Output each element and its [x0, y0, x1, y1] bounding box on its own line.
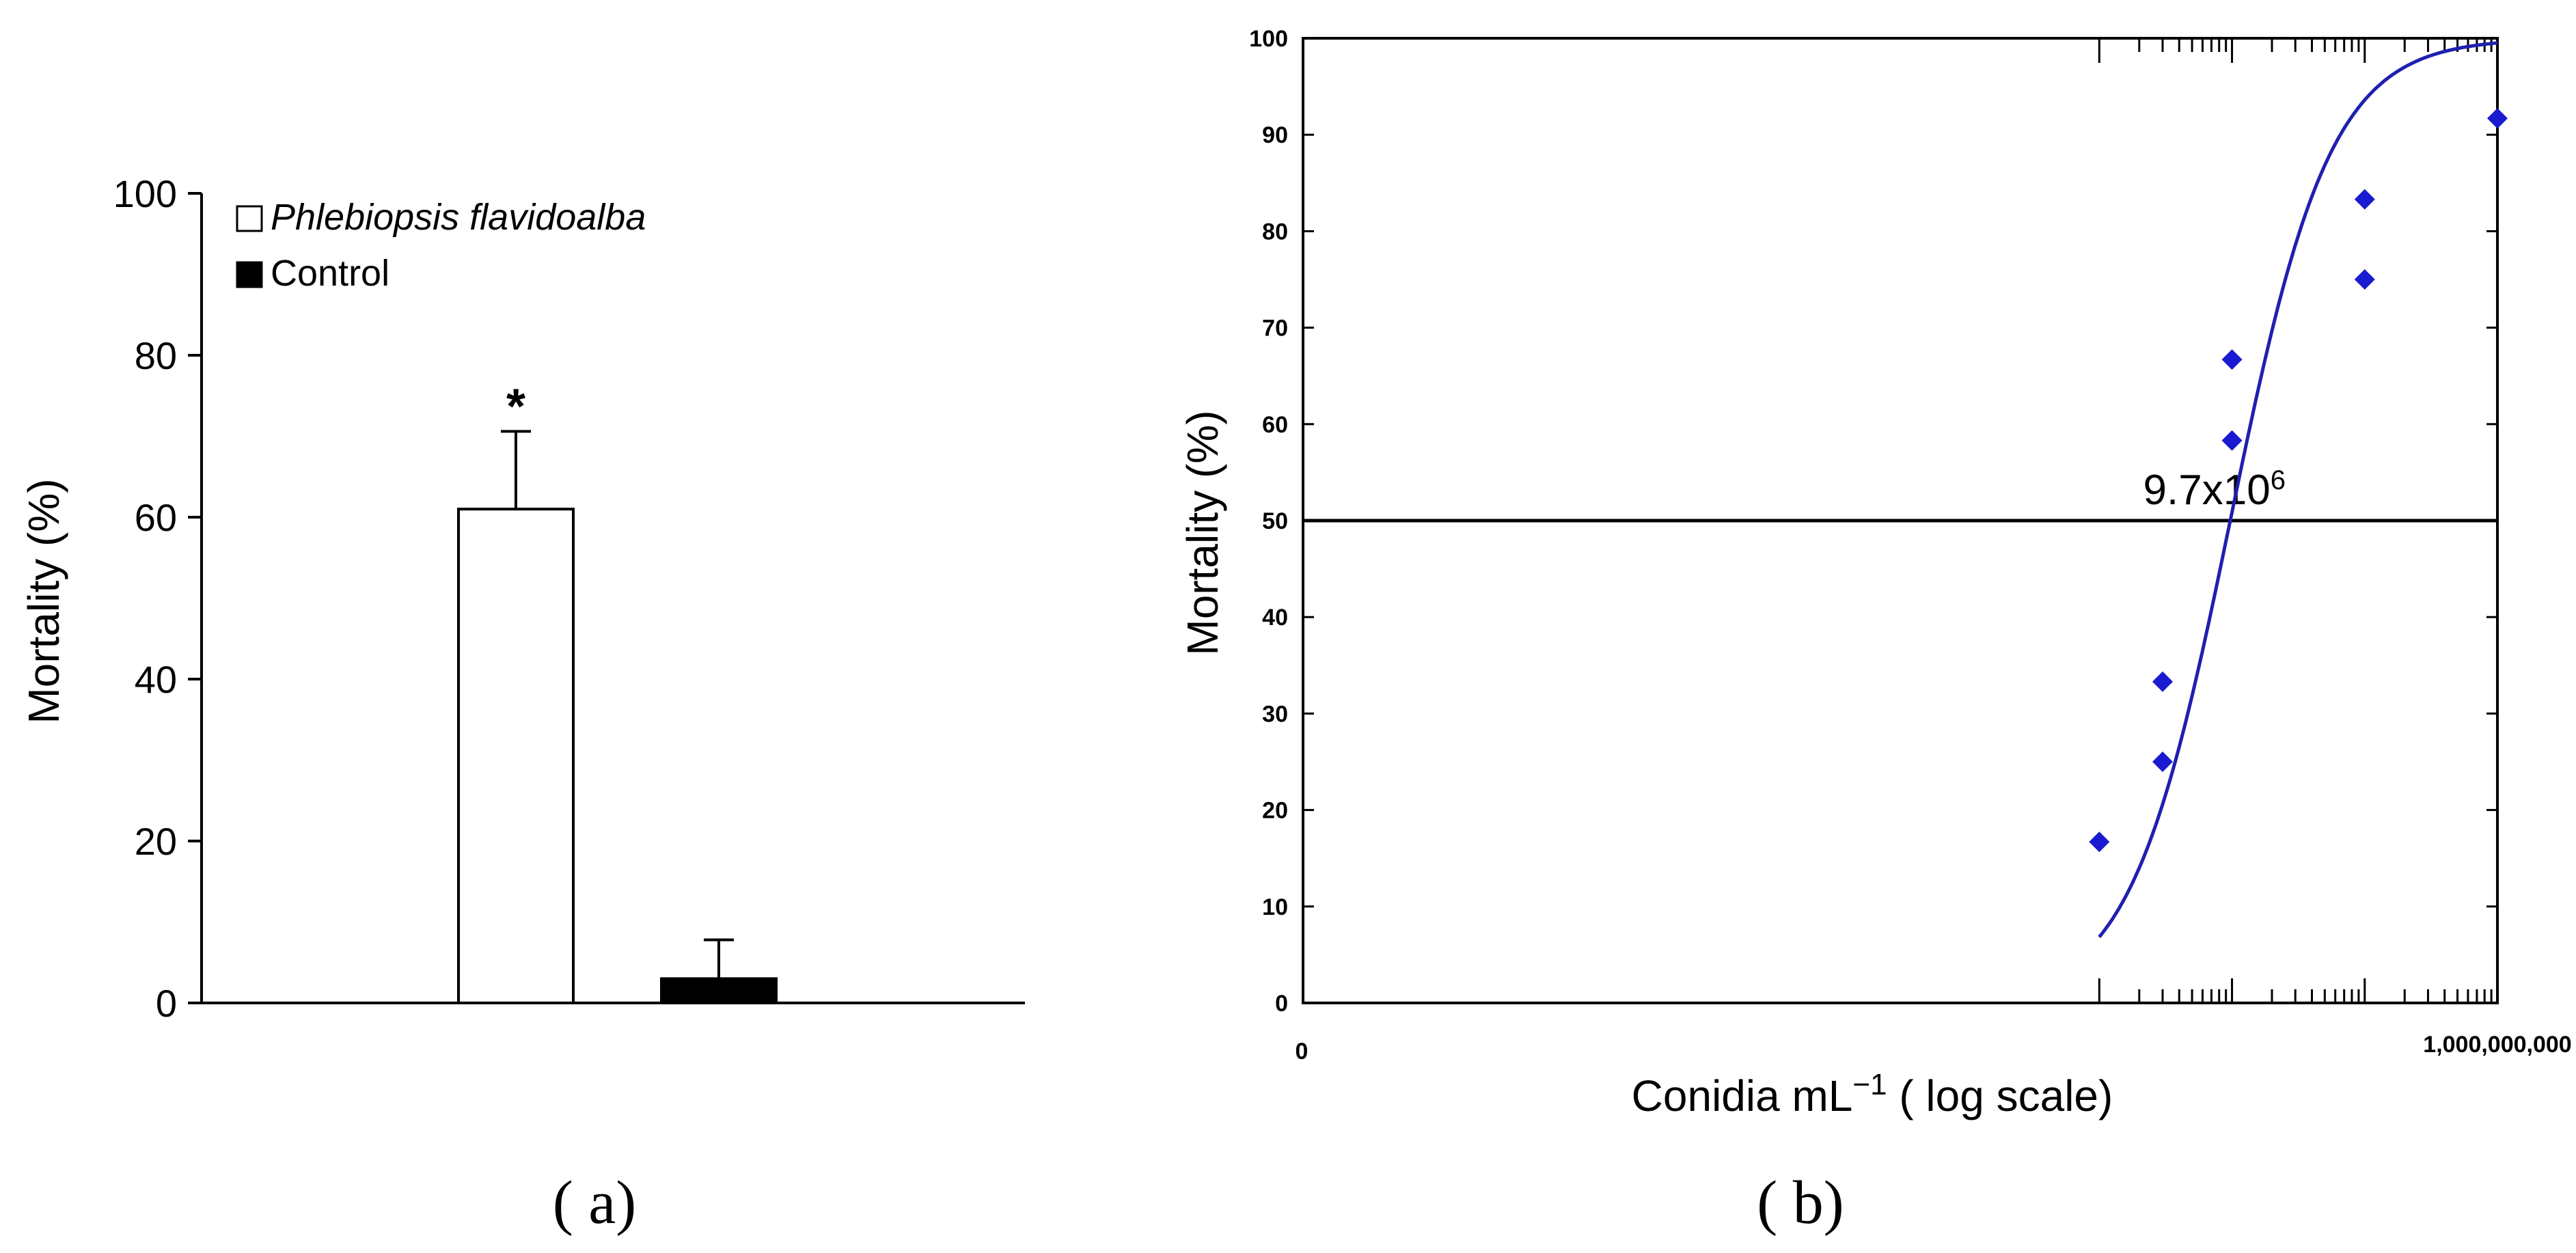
panel-b-ylabel: Mortality (%): [1178, 410, 1227, 655]
legend-label-phlebiopsis: Phlebiopsis flavidoalba: [271, 197, 646, 238]
scatter-chart-panel-b: Mortality (%) 0 10 20 30 40 50 60 70 80 90 100 9.7…: [1178, 26, 2572, 1237]
y-tick-label: 80: [135, 334, 177, 377]
y-tick-label: 70: [1262, 316, 1288, 342]
y-tick-label: 60: [1262, 412, 1288, 438]
fitted-curve: [2098, 41, 2498, 939]
y-tick-label: 90: [1262, 122, 1288, 148]
y-tick-label: 20: [1262, 798, 1288, 824]
data-point: [2221, 430, 2243, 451]
bar-phlebiopsis: [457, 508, 575, 1004]
x-tick-label-end: 1,000,000,000: [2423, 1032, 2571, 1058]
significance-asterisk: *: [506, 379, 525, 434]
y-tick-label: 10: [1262, 894, 1288, 920]
data-point: [2221, 349, 2243, 370]
data-point: [2152, 671, 2174, 692]
y-tick-label: 0: [156, 982, 177, 1025]
panel-b-label: ( b): [1757, 1169, 1844, 1237]
panel-a-legend: Phlebiopsis flavidoalba Control: [236, 197, 646, 294]
panel-a-label: ( a): [553, 1169, 636, 1237]
y-tick-label: 80: [1262, 219, 1288, 245]
panel-a-ylabel: Mortality (%): [19, 478, 68, 724]
bar-chart-panel-a: Mortality (%) 0 20 40 60 80 100 * Phlebiopsis…: [19, 172, 1025, 1237]
legend-label-control: Control: [271, 253, 389, 294]
y-tick-label: 20: [135, 820, 177, 863]
y-tick-label: 40: [1262, 605, 1288, 631]
y-tick-label: 50: [1262, 508, 1288, 534]
y-tick-label: 30: [1262, 701, 1288, 727]
data-point: [2152, 752, 2174, 772]
legend-swatch-control: [236, 261, 263, 288]
data-point: [2487, 108, 2508, 129]
data-point: [2354, 189, 2375, 210]
x-tick-label-start: 0: [1296, 1038, 1308, 1064]
y-tick-label: 0: [1275, 991, 1288, 1017]
legend-swatch-phlebiopsis: [236, 205, 263, 232]
y-tick-label: 100: [113, 172, 177, 215]
data-point: [2354, 269, 2375, 290]
data-point: [2089, 831, 2110, 853]
y-tick-label: 40: [135, 658, 177, 701]
panel-b-xlabel: Conidia mL−1 ( log scale): [1632, 1068, 2113, 1121]
y-tick-label: 100: [1249, 26, 1288, 52]
y-tick-label: 60: [135, 496, 177, 539]
bar-control: [660, 977, 778, 1004]
ld50-annotation: 9.7x106: [2143, 465, 2286, 514]
